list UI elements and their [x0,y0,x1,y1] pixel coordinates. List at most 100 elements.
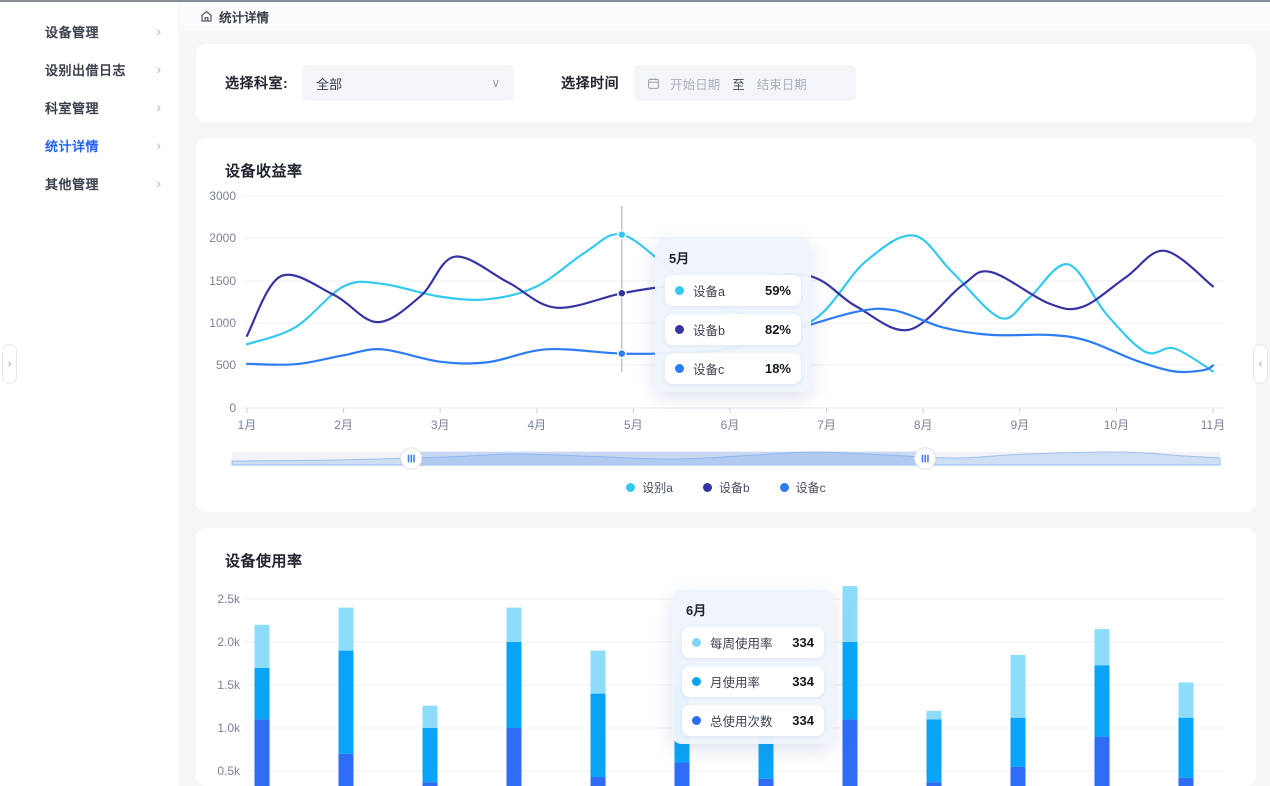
start-date-input[interactable]: 开始日期 [670,77,721,92]
bar-segment-每周使用率[interactable] [506,607,522,642]
datazoom-wave [231,451,1221,466]
sidebar-item-1[interactable]: 设别出借日志 › [0,50,179,88]
data-point-marker [617,348,627,359]
tooltip-series-value: 82% [764,322,791,337]
revenue-chart-title: 设备收益率 [225,163,303,180]
handle-grip-icon [927,454,929,463]
y-axis-tick: 1000 [209,316,236,330]
bar-segment-月使用率[interactable] [926,719,942,783]
handle-grip-icon [921,454,924,463]
bar-segment-月使用率[interactable] [590,693,606,778]
usage-bar-chart[interactable]: 2.5k 2.0k 1.5k 1.0k 0.5k [196,528,1256,786]
y-axis-tick: 1.0k [217,721,241,735]
usage-chart-title: 设备使用率 [225,553,303,570]
collapse-right-button[interactable]: ‹ [1253,344,1268,384]
bar-segment-每周使用率[interactable] [1094,629,1110,666]
bar-segment-月使用率[interactable] [842,642,858,720]
bar-segment-每周使用率[interactable] [926,710,942,720]
sidebar-item-label: 其他管理 [45,176,100,192]
filter-card: 选择科室: 全部 ∨ 选择时间 开始日期 至 结束日期 [196,44,1256,122]
sidebar-item-3[interactable]: 统计详情 › [0,126,179,164]
legend-item[interactable]: 设备c [779,479,826,496]
bar-segment-每周使用率[interactable] [1010,654,1026,718]
legend-item[interactable]: 设备b [702,479,750,496]
legend-item[interactable]: 设别a [626,479,673,496]
bar-segment-月使用率[interactable] [1010,717,1026,767]
sidebar-item-0[interactable]: 设备管理 › [0,12,179,50]
x-axis-tick: 7月 [817,418,836,432]
series-dot-icon [675,325,684,334]
sidebar-item-label: 设别出借日志 [45,62,127,78]
bar-segment-总使用次数[interactable] [926,782,942,786]
chevron-right-icon: › [156,175,161,191]
bar-segment-月使用率[interactable] [422,728,438,783]
calendar-icon [647,77,670,90]
x-axis-tick: 2月 [334,418,353,432]
tooltip-series-name: 月使用率 [710,676,761,690]
bar-segment-月使用率[interactable] [1178,717,1194,778]
handle-grip-icon [407,454,410,463]
x-axis-tick: 5月 [624,418,643,432]
bar-segment-总使用次数[interactable] [422,782,438,786]
dept-filter-label: 选择科室: [225,75,289,91]
date-separator: 至 [732,77,745,92]
bar-segment-每周使用率[interactable] [590,650,606,694]
bar-segment-总使用次数[interactable] [1178,777,1194,786]
datazoom-selection[interactable] [411,451,926,466]
bar-segment-总使用次数[interactable] [254,719,270,786]
tooltip-row: 设备c 18% [665,353,801,384]
tooltip-row: 月使用率 334 [682,666,824,697]
y-axis-tick: 1500 [209,274,236,288]
chevron-right-icon: › [156,23,161,39]
dept-select[interactable]: 全部 ∨ [302,65,515,101]
sidebar-item-2[interactable]: 科室管理 › [0,88,179,126]
chevron-right-icon: › [156,137,161,153]
bar-segment-总使用次数[interactable] [842,719,858,786]
x-axis-tick: 6月 [721,418,740,432]
chevron-down-icon: ∨ [491,76,501,90]
sidebar-item-label: 设备管理 [45,24,100,40]
bar-segment-每周使用率[interactable] [338,607,354,651]
chevron-right-icon: › [156,61,161,77]
y-axis-tick: 1.5k [217,678,241,692]
bar-segment-每周使用率[interactable] [254,624,270,668]
x-axis-tick: 1月 [238,418,257,432]
sidebar: 设备管理 › 设别出借日志 › 科室管理 › 统计详情 › 其他管理 › [0,0,180,786]
tooltip-row: 设备a 59% [665,275,801,306]
bar-segment-每周使用率[interactable] [422,705,438,728]
breadcrumb[interactable]: 统计详情 [200,7,269,26]
bar-segment-月使用率[interactable] [254,667,270,720]
end-date-input[interactable]: 结束日期 [756,77,807,92]
bar-segment-每周使用率[interactable] [1178,682,1194,718]
tooltip-row: 总使用次数 334 [682,705,824,736]
tooltip-series-value: 59% [764,283,791,298]
sidebar-item-label: 科室管理 [45,100,100,116]
bar-segment-月使用率[interactable] [1094,665,1110,737]
sidebar-item-4[interactable]: 其他管理 › [0,164,179,202]
bar-segment-总使用次数[interactable] [758,778,774,786]
bar-segment-每周使用率[interactable] [842,586,858,642]
bar-segment-总使用次数[interactable] [1010,766,1026,786]
tooltip-series-name: 设备a [693,285,725,299]
bar-segment-总使用次数[interactable] [338,753,354,786]
time-filter-label: 选择时间 [561,75,620,91]
bar-segment-月使用率[interactable] [338,650,354,754]
tooltip-series-value: 18% [764,361,791,376]
tooltip-month: 5月 [669,251,690,266]
collapse-left-button[interactable]: › [2,344,17,384]
bar-segment-总使用次数[interactable] [506,728,522,786]
chart-legend: 设别a 设备b 设备c [196,479,1256,496]
sidebar-item-label: 统计详情 [45,138,100,154]
date-range-picker[interactable]: 开始日期 至 结束日期 [634,65,857,101]
y-axis-tick: 0 [229,401,236,415]
bar-segment-总使用次数[interactable] [674,762,690,786]
bar-segment-总使用次数[interactable] [1094,736,1110,786]
revenue-line-chart[interactable]: 3000 2000 1500 1000 500 01月 2月 3月 4月 5月 6月 7月 8月 9月 10… [196,138,1256,512]
bar-segment-总使用次数[interactable] [590,777,606,786]
legend-dot-icon [626,483,636,492]
dept-select-value: 全部 [316,76,343,92]
window-top-border [0,0,1270,2]
x-axis-tick: 11月 [1201,418,1225,432]
usage-rate-chart-card: 设备使用率 2.5k 2.0k 1.5k 1.0k 0.5k 6月 每周使用率 334 月使… [196,528,1256,786]
bar-segment-月使用率[interactable] [506,642,522,728]
